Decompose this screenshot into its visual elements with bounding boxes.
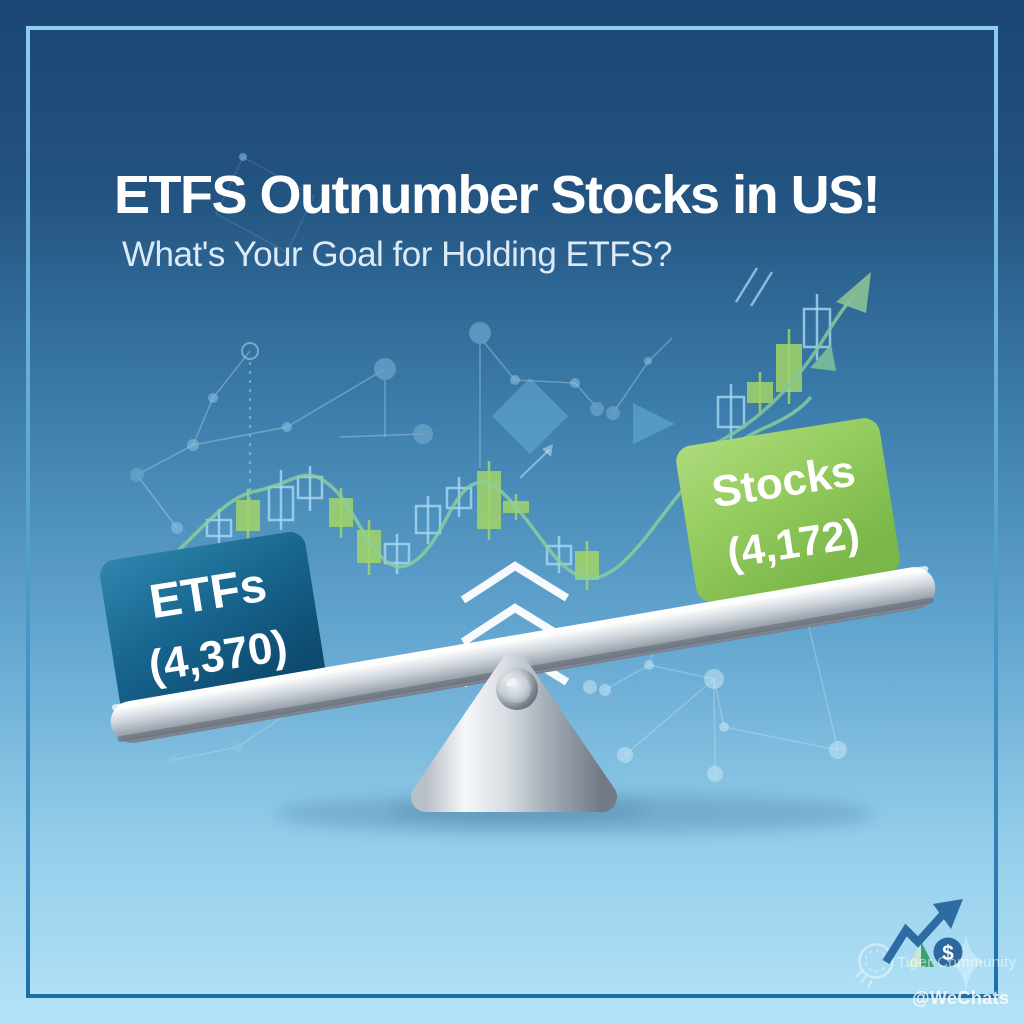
footer-watermark: $ Tiger Community @WeChats [855,899,1017,1008]
page-title: ETFS Outnumber Stocks in US! [114,165,879,225]
frame-border [26,26,998,998]
stocks-card: Stocks (4,172) [676,418,900,602]
network-dots-decoration [130,153,847,782]
dollar-coin-icon: $ [933,937,963,967]
handle-watermark: @WeChats [912,988,1009,1008]
play-triangle-icon [633,403,675,444]
rising-arrow-decoration [696,272,871,454]
title-block: ETFS Outnumber Stocks in US! What's Your… [114,165,881,274]
seesaw-fulcrum [411,653,617,812]
etfs-card: ETFs (4,370) [100,532,326,718]
dollar-symbol: $ [942,942,954,965]
green-candles [236,329,802,590]
growth-arrow-icon [882,899,963,967]
page-subtitle: What's Your Goal for Holding ETFS? [122,235,672,274]
community-watermark: Tiger Community [897,954,1017,971]
sparkle-icon [948,934,984,990]
